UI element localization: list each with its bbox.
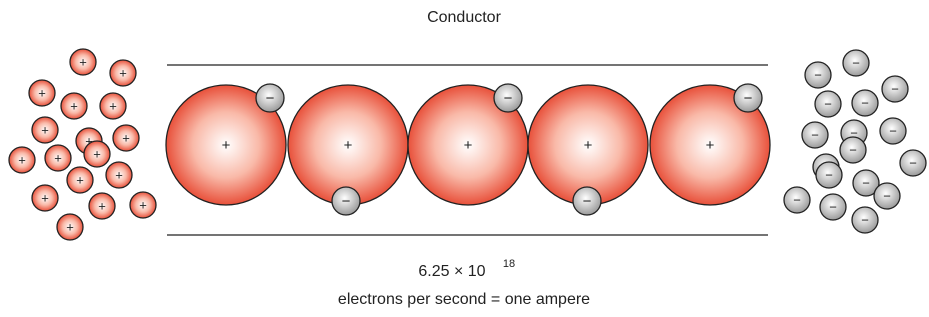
plus-sign: + [38,85,46,100]
plus-sign: + [70,98,78,113]
minus-sign: − [909,155,917,170]
particles: +++++−−−−−+++++++++++++++++−−−−−−−−−−−−−… [9,49,926,240]
plus-sign: + [93,146,101,161]
diagram: Conductor +++++−−−−−+++++++++++++++++−−−… [0,0,929,317]
plus-sign: + [115,167,123,182]
minus-sign: − [814,67,822,82]
minus-sign: − [891,81,899,96]
plus-sign: + [41,190,49,205]
minus-sign: − [889,123,897,138]
minus-sign: − [504,90,513,107]
minus-sign: − [744,90,753,107]
caption-base: 6.25 × 10 [418,263,485,280]
minus-sign: − [811,127,819,142]
plus-sign: + [706,137,715,154]
minus-sign: − [824,96,832,111]
plus-sign: + [139,197,147,212]
minus-sign: − [852,55,860,70]
title: Conductor [427,9,501,26]
plus-sign: + [119,65,127,80]
minus-sign: − [583,193,592,210]
minus-sign: − [862,175,870,190]
minus-sign: − [793,192,801,207]
plus-sign: + [344,137,353,154]
minus-sign: − [829,199,837,214]
minus-sign: − [849,142,857,157]
minus-sign: − [825,167,833,182]
plus-sign: + [76,172,84,187]
plus-sign: + [222,137,231,154]
plus-sign: + [464,137,473,154]
plus-sign: + [98,198,106,213]
plus-sign: + [41,122,49,137]
caption-line2: electrons per second = one ampere [338,291,590,308]
plus-sign: + [66,219,74,234]
minus-sign: − [861,212,869,227]
caption-exponent: 18 [503,258,515,270]
plus-sign: + [54,150,62,165]
minus-sign: − [861,95,869,110]
plus-sign: + [18,152,26,167]
plus-sign: + [584,137,593,154]
plus-sign: + [79,54,87,69]
plus-sign: + [109,98,117,113]
minus-sign: − [883,188,891,203]
minus-sign: − [342,193,351,210]
page: Conductor +++++−−−−−+++++++++++++++++−−−… [0,0,929,317]
plus-sign: + [122,130,130,145]
minus-sign: − [266,90,275,107]
